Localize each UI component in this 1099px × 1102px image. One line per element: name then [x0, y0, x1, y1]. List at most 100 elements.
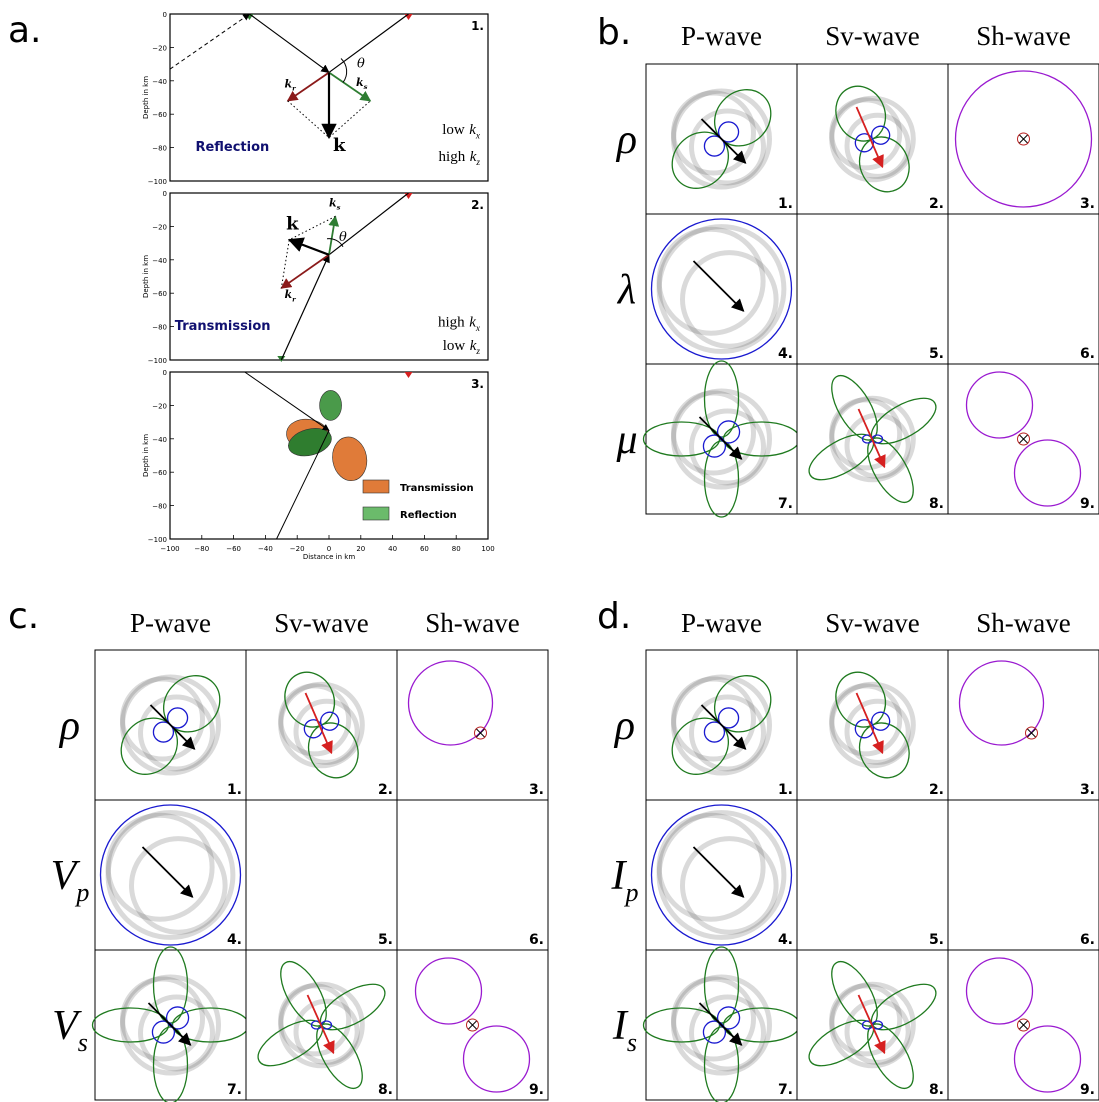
cell-number: 8.: [929, 1082, 944, 1098]
source-symbol: [1019, 1020, 1028, 1030]
cell-number: 1.: [778, 196, 793, 212]
column-header: Sh-wave: [976, 608, 1070, 638]
radiation-lobe: [319, 390, 342, 421]
row-label: Vs: [52, 1003, 88, 1057]
column-header: Sv-wave: [274, 608, 368, 638]
label-subscript: z: [475, 347, 480, 357]
radiation-lobe: [965, 957, 1034, 1025]
wavefront: [844, 412, 911, 479]
label-subscript: s: [364, 83, 368, 91]
axes-frame: [169, 13, 489, 182]
wavefront: [129, 836, 228, 935]
x-tick-label: 0: [327, 545, 331, 553]
y-axis-label: Depth in km: [142, 255, 150, 298]
cell-number: 3.: [529, 782, 544, 798]
wavefront: [293, 698, 360, 765]
panel-label: b.: [597, 12, 631, 53]
ray: [276, 430, 330, 540]
radiation-lobe: [1013, 1025, 1082, 1093]
wavefront: [278, 983, 352, 1057]
radiation-lobe: [99, 804, 242, 946]
cell-number: 3.: [1080, 196, 1095, 212]
wavefront: [105, 810, 236, 940]
source-arrow: [855, 692, 884, 755]
cell-number: 4.: [778, 932, 793, 948]
grid-cell: 3.: [396, 649, 549, 801]
y-tick-label: −80: [152, 503, 167, 511]
subplot-number: 3.: [471, 377, 484, 391]
y-tick-label: −80: [152, 145, 167, 153]
y-tick-label: −100: [148, 536, 167, 544]
radiation-lobe: [165, 1006, 190, 1030]
cell-frame: [947, 799, 1099, 951]
panel-label: c.: [8, 596, 39, 637]
k-label: k: [333, 135, 346, 156]
label-symbol: k: [470, 338, 477, 354]
source-symbol: [474, 726, 487, 740]
kz-label: high kz: [439, 149, 481, 168]
label-symbol: k: [284, 288, 292, 301]
station-marker: [404, 193, 413, 199]
grid-cell: 3.: [947, 649, 1099, 801]
angle-arc: [340, 58, 348, 83]
legend-label: Transmission: [400, 483, 474, 494]
axes-frame: [169, 192, 489, 361]
y-tick-label: 0: [163, 190, 167, 198]
subplot-number: 1.: [471, 19, 484, 33]
wavefront: [689, 108, 766, 186]
grid-cell: 8.: [796, 363, 949, 515]
source-symbol: [1027, 728, 1036, 738]
cell-number: 7.: [778, 496, 793, 512]
source-arrow: [149, 704, 196, 750]
column-header: P-wave: [681, 608, 762, 638]
ks-label: ks: [329, 196, 341, 211]
vector-kr: [286, 71, 330, 102]
wavefront: [680, 836, 779, 935]
cell-frame: [396, 799, 549, 951]
source-arrow: [698, 416, 743, 460]
source-arrow: [700, 118, 747, 164]
grid-cell: 5.: [245, 799, 398, 951]
wavefront: [656, 224, 787, 354]
source-arrow: [700, 704, 747, 750]
cell-number: 9.: [1080, 496, 1095, 512]
cell-number: 1.: [227, 782, 242, 798]
wavefront: [689, 408, 766, 486]
source-arrow: [304, 692, 333, 755]
source-arrow: [147, 1002, 192, 1046]
vector-k: [287, 237, 330, 256]
column-header: Sv-wave: [825, 608, 919, 638]
column-header: Sv-wave: [825, 21, 919, 51]
label-symbol: V: [52, 1003, 82, 1049]
row-label: ρ: [613, 703, 635, 749]
label-subscript: s: [78, 1028, 88, 1057]
cell-number: 2.: [929, 782, 944, 798]
wavefront: [671, 676, 756, 762]
label-symbol: k: [329, 196, 337, 209]
grid-cell: 4.: [645, 213, 798, 365]
x-tick-label: 80: [452, 545, 461, 553]
cell-number: 8.: [929, 496, 944, 512]
cell-number: 5.: [929, 346, 944, 362]
wavefront: [829, 981, 916, 1069]
wavefront: [689, 694, 766, 772]
grid-cell: 6.: [947, 213, 1099, 365]
theta: θ: [357, 56, 365, 71]
radiation-lobe: [871, 125, 891, 145]
wavefront: [138, 694, 215, 772]
label-word: low: [443, 338, 466, 354]
cell-number: 8.: [378, 1082, 393, 1098]
x-axis-label: Distance in km: [303, 553, 355, 561]
source-arrow: [857, 408, 886, 469]
y-axis-label: Depth in km: [142, 76, 150, 119]
x-tick-label: 60: [420, 545, 429, 553]
cell-number: 5.: [929, 932, 944, 948]
label-symbol: I: [610, 853, 627, 899]
construction: [287, 100, 371, 139]
source-symbol: [466, 1018, 479, 1032]
y-tick-label: −40: [152, 257, 167, 265]
y-tick-label: −40: [152, 78, 167, 86]
y-tick-label: −60: [152, 469, 167, 477]
panel-label: d.: [597, 596, 631, 637]
y-tick-label: −60: [152, 111, 167, 119]
